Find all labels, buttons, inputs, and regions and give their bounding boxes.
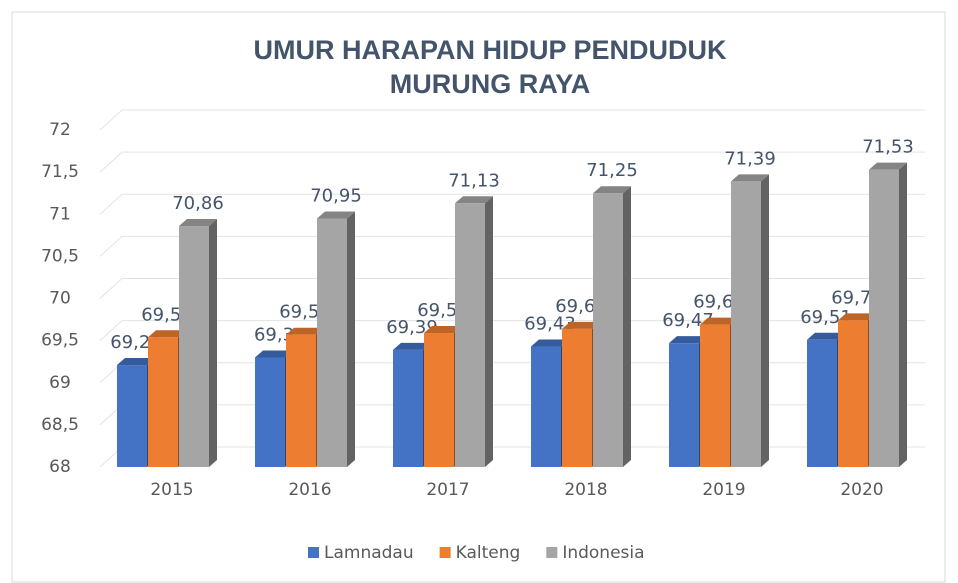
bar-side (209, 219, 217, 467)
bar (731, 181, 761, 467)
bar (117, 365, 147, 467)
bar (838, 320, 868, 467)
bar-top (807, 332, 845, 340)
data-label: 69,3 (254, 324, 294, 345)
bar (593, 193, 623, 467)
bar-top (700, 317, 738, 325)
grid-line (99, 151, 925, 173)
legend-swatch (308, 547, 319, 558)
chart-title: UMUR HARAPAN HIDUP PENDUDUK (253, 35, 727, 65)
data-label: 70,86 (172, 193, 224, 214)
x-tick-label: 2015 (150, 480, 193, 500)
bar-top (455, 196, 493, 204)
bar-top (593, 186, 631, 194)
bar-top (317, 211, 355, 219)
bar-top (148, 330, 186, 338)
bar (869, 169, 899, 467)
bar (531, 346, 561, 467)
bar (393, 349, 423, 467)
bar-side (347, 211, 355, 467)
bar (317, 218, 347, 467)
grid-line (99, 193, 925, 215)
bar (255, 357, 285, 467)
bar-top (424, 326, 462, 334)
grid-line (99, 278, 925, 299)
x-tick-label: 2019 (702, 480, 745, 500)
grid-line (99, 320, 925, 341)
y-tick-label: 68 (49, 457, 71, 477)
grid-line (99, 235, 925, 257)
bar-side (899, 162, 907, 467)
bar-top (179, 219, 217, 227)
bar-side (761, 174, 769, 467)
bar-top (286, 327, 324, 335)
bar (286, 334, 316, 467)
bar-top (393, 342, 431, 350)
data-label: 71,25 (586, 160, 638, 181)
y-tick-label: 70 (49, 289, 71, 309)
y-tick-label: 68,5 (41, 415, 79, 435)
bar-top (255, 350, 293, 358)
data-label: 70,95 (310, 185, 362, 206)
x-tick-label: 2018 (564, 480, 607, 500)
bar-top (731, 174, 769, 182)
bar-side (485, 196, 493, 468)
bar (179, 226, 209, 467)
data-label: 71,39 (724, 148, 776, 169)
bar (807, 339, 837, 467)
legend-swatch (546, 547, 558, 558)
bar-top (531, 339, 569, 347)
y-tick-label: 70,5 (41, 246, 79, 266)
grid-line (99, 109, 925, 131)
data-label: 71,53 (862, 137, 914, 158)
y-tick-label: 69 (49, 373, 71, 393)
y-tick-label: 71,5 (41, 162, 79, 182)
bar (700, 324, 730, 467)
x-tick-label: 2016 (288, 480, 331, 500)
y-tick-label: 72 (49, 120, 71, 140)
bar (424, 333, 454, 467)
legend-label: Indonesia (562, 543, 644, 563)
bar-top (117, 358, 155, 366)
legend-label: Kalteng (456, 543, 521, 563)
x-tick-label: 2017 (426, 480, 469, 500)
bar-top (838, 313, 876, 321)
bar-side (623, 186, 631, 467)
bar-top (869, 162, 907, 170)
y-tick-label: 69,5 (41, 331, 79, 351)
y-tick-label: 71 (49, 204, 71, 224)
bar (669, 343, 699, 467)
bar-top (669, 336, 707, 344)
bar (562, 328, 592, 467)
bar (148, 337, 178, 467)
bar-top (562, 321, 600, 329)
x-tick-label: 2020 (840, 480, 883, 500)
legend-swatch (439, 547, 451, 558)
legend-label: Lamnadau (324, 543, 414, 563)
bar (455, 203, 485, 468)
data-label: 71,13 (448, 170, 500, 191)
chart-title: MURUNG RAYA (390, 69, 591, 99)
